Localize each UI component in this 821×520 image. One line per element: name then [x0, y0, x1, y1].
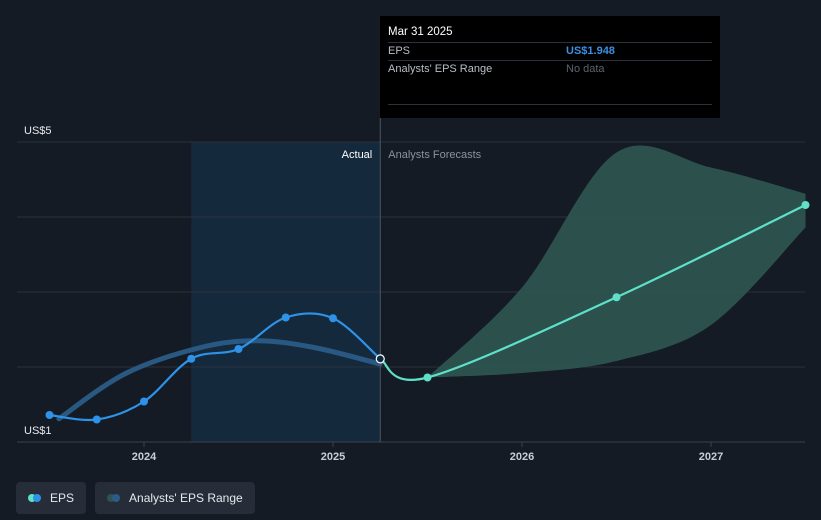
y-tick-label-top: US$5 [24, 125, 52, 137]
chart-legend: EPS Analysts' EPS Range [16, 482, 255, 514]
tooltip-eps-value: US$1.948 [566, 45, 615, 57]
eps-actual-point [375, 354, 385, 364]
eps-actual-point [140, 397, 148, 406]
eps-forecast-point [423, 373, 432, 382]
legend-eps-label: EPS [50, 491, 75, 505]
legend-range-toggle[interactable]: Analysts' EPS Range [95, 482, 255, 514]
eps-forecast-line [379, 204, 806, 381]
eps-actual-point [234, 345, 243, 353]
eps-forecast-point [612, 293, 621, 302]
tooltip-eps-label: EPS [388, 45, 411, 57]
tooltip-eps-row: EPS US$1.948 [388, 42, 712, 60]
hover-tooltip: Mar 31 2025 EPS US$1.948 Analysts' EPS R… [380, 16, 720, 118]
y-tick-label-bottom: US$1 [24, 425, 52, 437]
legend-range-label: Analysts' EPS Range [129, 491, 243, 505]
tooltip-divider [388, 104, 712, 105]
x-tick-label: 2025 [321, 451, 345, 463]
range-legend-icon [107, 494, 121, 502]
eps-actual-point [329, 314, 337, 323]
x-tick-label: 2027 [699, 451, 723, 463]
tooltip-range-label: Analysts' EPS Range [388, 63, 493, 75]
analyst-range-band [427, 145, 806, 378]
x-tick-label: 2026 [510, 451, 534, 463]
eps-legend-icon [28, 494, 42, 502]
actual-label: Actual [342, 149, 373, 161]
x-tick-label: 2024 [132, 451, 157, 463]
eps-actual-point [281, 313, 290, 322]
legend-eps-toggle[interactable]: EPS [16, 482, 87, 514]
eps-actual-point [92, 415, 101, 424]
tooltip-date: Mar 31 2025 [388, 26, 453, 38]
tooltip-range-row: Analysts' EPS Range No data [388, 60, 712, 78]
analyst-trend-line [56, 338, 383, 422]
tooltip-range-value: No data [566, 63, 605, 75]
eps-actual-point [45, 411, 54, 419]
eps-forecast-point [801, 201, 810, 209]
eps-actual-point [187, 354, 196, 363]
eps-actual-line [49, 312, 381, 422]
forecast-label: Analysts Forecasts [388, 149, 481, 161]
